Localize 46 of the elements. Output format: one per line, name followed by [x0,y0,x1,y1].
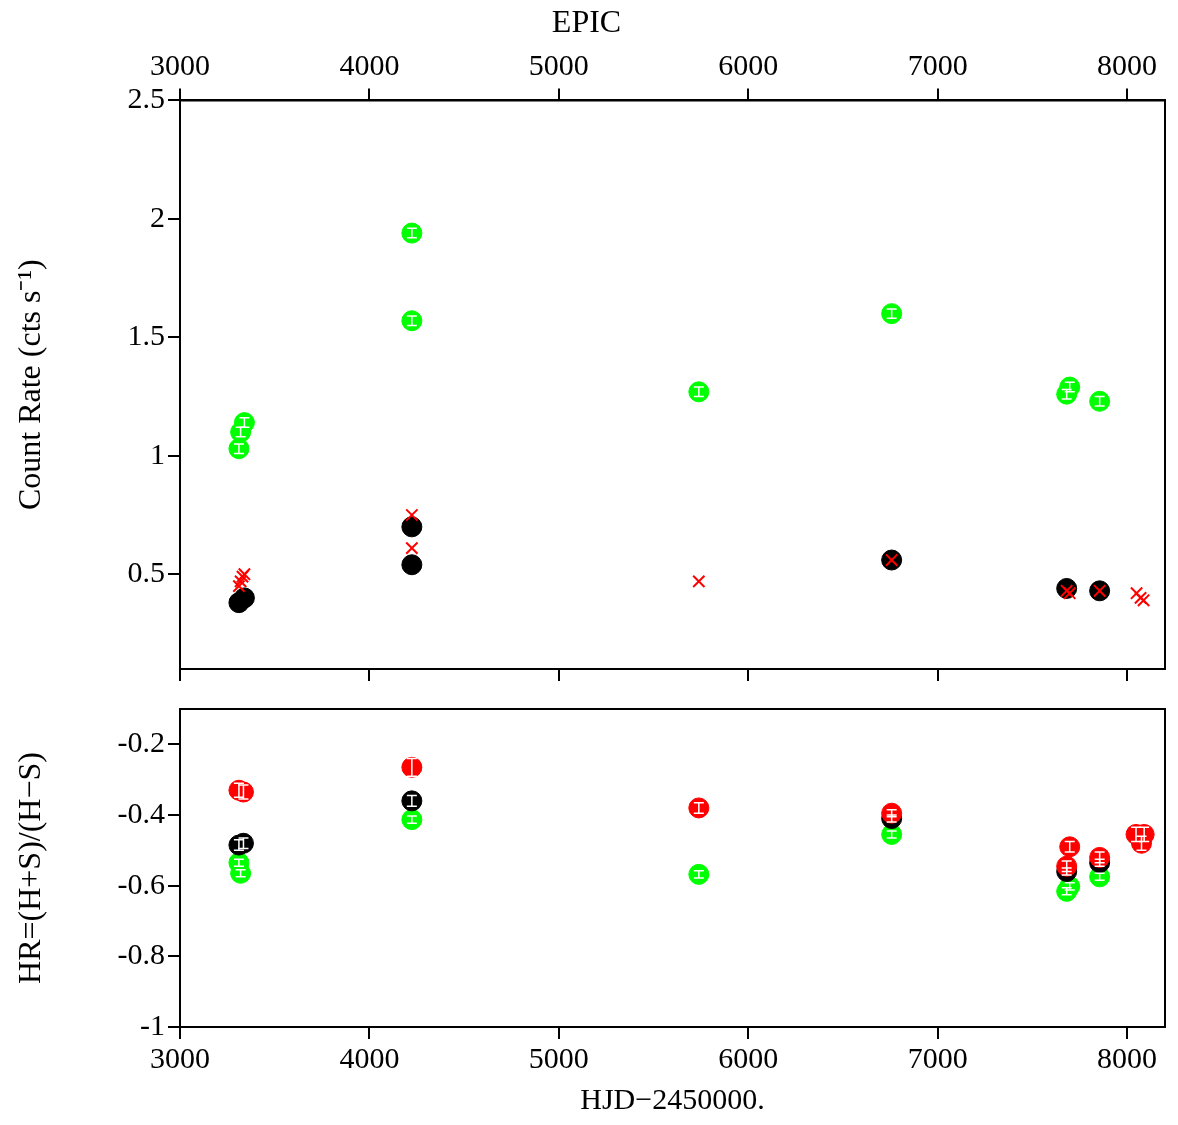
x2-tick-label: 3000 [150,48,210,82]
chart-title: EPIC [551,2,622,39]
x2-tick-label: 6000 [718,48,779,82]
point [233,587,255,609]
point [405,541,419,555]
x2-tick-label: 4000 [339,48,400,82]
y-axis-title: HR=(H+S)/(H−S) [10,752,47,984]
x2-tick-label: 8000 [1097,48,1158,82]
x-tick-label: 6000 [718,1040,779,1074]
x2-tick-label: 7000 [907,48,968,82]
point [881,303,903,325]
point [405,508,419,522]
x-axis-title: HJD−2450000. [580,1081,765,1115]
x-tick-label: 3000 [150,1040,210,1074]
y-tick-label: 1.5 [127,318,165,352]
y-tick-label: -0.2 [117,725,165,759]
y-tick-label: -1 [140,1007,165,1041]
y-tick-label: -0.8 [117,937,165,971]
point [401,516,423,538]
x-tick-label: 5000 [528,1040,589,1074]
point [688,797,710,819]
point [688,381,710,403]
point [401,790,423,812]
y-axis-title: Count Rate (cts s⁻¹) [10,259,47,511]
y-tick-label: 2 [150,199,165,233]
point [1089,390,1111,412]
point [401,554,423,576]
point [232,579,246,593]
y-tick-label: 0.5 [127,555,165,589]
point [401,222,423,244]
point [688,863,710,885]
x-tick-label: 7000 [907,1040,968,1074]
y-tick-label: 1 [150,436,165,470]
point [233,574,248,588]
point [233,412,255,434]
point [1059,376,1081,398]
y-tick-label: -0.6 [117,866,165,900]
x-tick-label: 8000 [1097,1040,1158,1074]
y-tick-label: 2.5 [127,81,165,115]
x-tick-label: 4000 [339,1040,400,1074]
point [1129,586,1144,600]
y-tick-label: -0.4 [117,795,165,829]
x2-tick-label: 5000 [528,48,589,82]
point [401,310,423,332]
point [692,574,706,588]
point [1059,836,1081,858]
